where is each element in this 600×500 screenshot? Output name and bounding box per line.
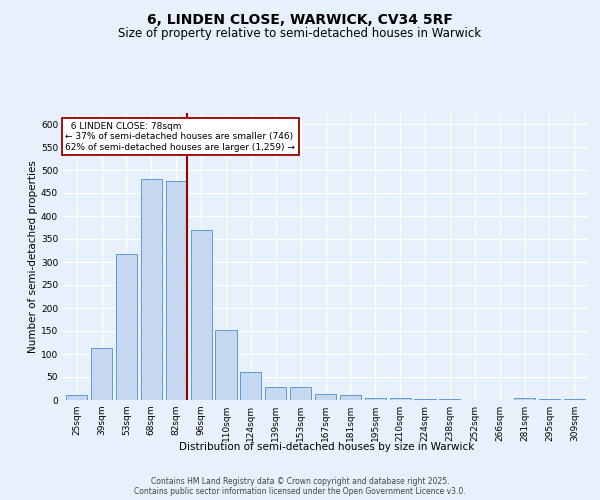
Bar [365, 398, 386, 400]
Bar [415, 398, 436, 400]
Bar [191, 230, 212, 400]
Bar [265, 387, 286, 400]
Bar [340, 396, 361, 400]
Bar [389, 398, 411, 400]
Bar [66, 396, 87, 400]
Text: Distribution of semi-detached houses by size in Warwick: Distribution of semi-detached houses by … [179, 442, 475, 452]
Y-axis label: Number of semi-detached properties: Number of semi-detached properties [28, 160, 38, 352]
Text: Contains HM Land Registry data © Crown copyright and database right 2025.
Contai: Contains HM Land Registry data © Crown c… [134, 476, 466, 496]
Bar [91, 348, 112, 400]
Bar [116, 254, 137, 400]
Bar [539, 398, 560, 400]
Bar [439, 398, 460, 400]
Bar [141, 179, 162, 400]
Bar [240, 372, 262, 400]
Bar [514, 398, 535, 400]
Bar [290, 387, 311, 400]
Bar [564, 398, 585, 400]
Text: 6 LINDEN CLOSE: 78sqm
← 37% of semi-detached houses are smaller (746)
62% of sem: 6 LINDEN CLOSE: 78sqm ← 37% of semi-deta… [65, 122, 295, 152]
Bar [166, 180, 187, 400]
Text: Size of property relative to semi-detached houses in Warwick: Size of property relative to semi-detach… [118, 28, 482, 40]
Text: 6, LINDEN CLOSE, WARWICK, CV34 5RF: 6, LINDEN CLOSE, WARWICK, CV34 5RF [147, 12, 453, 26]
Bar [215, 330, 236, 400]
Bar [315, 394, 336, 400]
